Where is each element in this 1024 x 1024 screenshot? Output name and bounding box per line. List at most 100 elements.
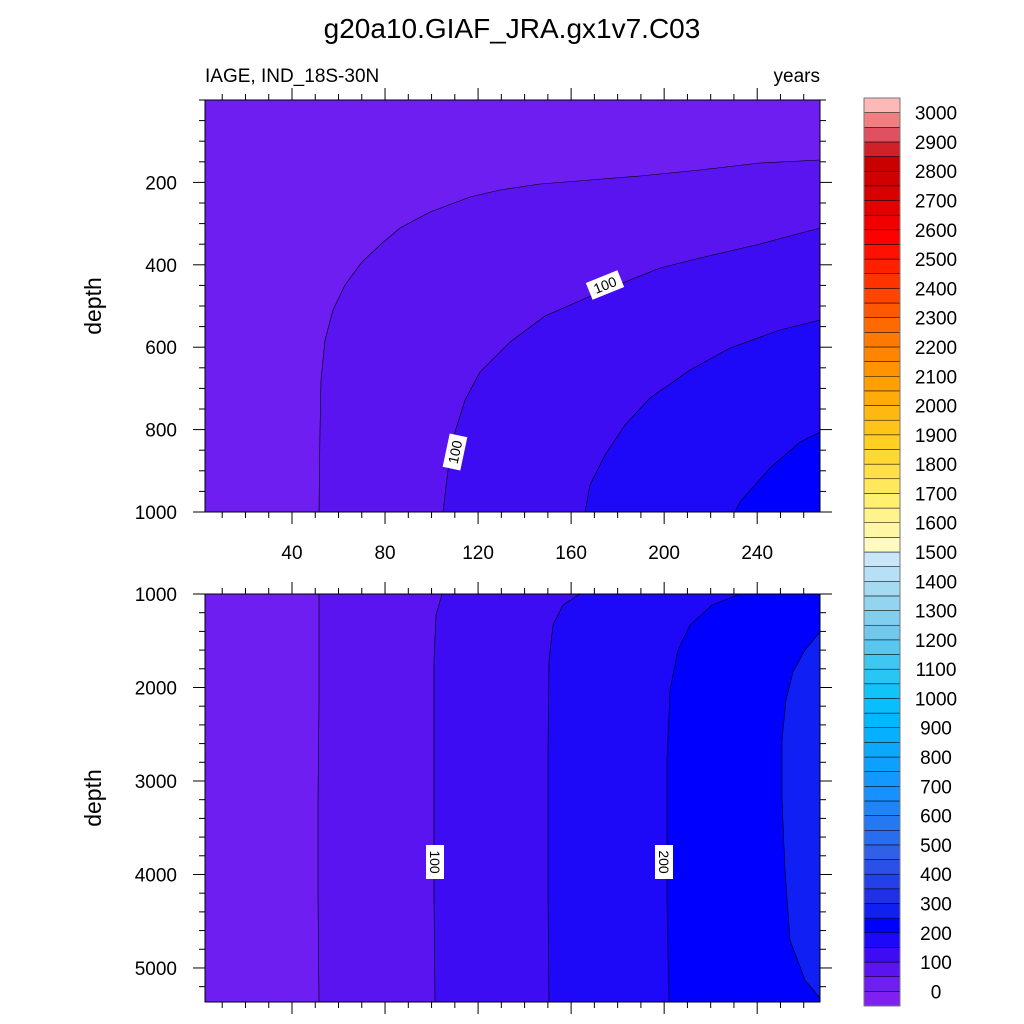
colorbar-box: [863, 141, 901, 157]
y-tick-label: 600: [145, 338, 177, 359]
contour-line-150: [584, 319, 821, 513]
colorbar-box: [863, 537, 901, 553]
colorbar-box: [863, 800, 901, 816]
colorbar-box: [863, 332, 901, 348]
colorbar-box: [863, 127, 901, 143]
y-tick-label: 1000: [135, 503, 177, 524]
colorbar-box: [863, 903, 901, 919]
colorbar-label: 1800: [915, 455, 957, 476]
colorbar-box: [863, 917, 901, 934]
colorbar-box: [863, 376, 901, 392]
colorbar-label: 3000: [915, 104, 957, 125]
colorbar-box: [863, 317, 901, 333]
upper-y-axis-label: depth: [80, 277, 106, 335]
contour-fill-region: [667, 594, 820, 1002]
colorbar-box: [863, 449, 901, 465]
colorbar-box: [863, 214, 901, 231]
colorbar-label: 1700: [915, 484, 957, 505]
y-tick-label: 200: [145, 173, 177, 194]
colorbar-box: [863, 419, 901, 436]
contour-label-text: 200: [656, 850, 672, 874]
colorbar-box: [863, 258, 901, 274]
contour-line-250: [781, 631, 821, 999]
contour-fill-region: [782, 632, 820, 998]
upper-panel: 100 100 200 400 600 800 1000 40 80 120 160 200 240: [135, 88, 832, 564]
left-string: IAGE, IND_18S-30N: [205, 66, 379, 87]
plot-frame: [204, 593, 821, 1003]
colorbar-box: [863, 786, 901, 802]
colorbar-box: [863, 97, 901, 113]
colorbar-box: [863, 346, 901, 362]
colorbar-box: [863, 390, 901, 406]
colorbar-box: [863, 976, 901, 992]
colorbar-label: 2800: [915, 162, 957, 183]
colorbar-box: [863, 991, 901, 1007]
colorbar-label: 2400: [915, 279, 957, 300]
colorbar-box: [863, 961, 901, 977]
colorbar: 0 100 200 300 400 500 600 700 800 900 1000 1100 1200…: [863, 97, 957, 1007]
colorbar-label: 1000: [915, 689, 957, 710]
x-tick-label: 40: [281, 543, 302, 564]
contour-line-label: 200: [655, 845, 673, 879]
colorbar-box: [863, 463, 901, 480]
colorbar-box: [863, 361, 901, 377]
colorbar-label: 300: [920, 894, 952, 915]
colorbar-box: [863, 859, 901, 875]
colorbar-box: [863, 771, 901, 787]
colorbar-box: [863, 844, 901, 860]
colorbar-box: [863, 947, 901, 963]
colorbar-label: 2000: [915, 397, 957, 418]
colorbar-label: 1100: [916, 660, 957, 681]
colorbar-box: [863, 683, 901, 699]
colorbar-box: [863, 742, 901, 758]
contour-label-text: 100: [427, 850, 443, 874]
colorbar-box: [863, 273, 901, 289]
contour-line-150: [547, 593, 581, 1003]
colorbar-box: [863, 888, 901, 904]
colorbar-box: [863, 639, 901, 655]
y-tick-label: 5000: [135, 959, 177, 980]
colorbar-box: [863, 288, 901, 304]
chart-title: g20a10.GIAF_JRA.gx1v7.C03: [324, 13, 701, 44]
colorbar-box: [863, 200, 901, 216]
colorbar-box: [863, 156, 901, 172]
contour-label-text: 100: [445, 439, 466, 465]
colorbar-label: 1200: [915, 631, 957, 652]
colorbar-label: 1900: [915, 426, 957, 447]
lower-y-axis-label: depth: [80, 769, 106, 827]
x-tick-label: 80: [374, 543, 395, 564]
colorbar-label: 1400: [915, 572, 957, 593]
colorbar-frame: [863, 97, 901, 1007]
y-tick-label: 4000: [135, 865, 177, 886]
colorbar-box: [863, 932, 901, 948]
contour-line-50: [318, 159, 821, 513]
right-string: years: [774, 66, 820, 87]
contour-line-label: 100: [585, 270, 625, 300]
colorbar-label: 1600: [915, 514, 957, 535]
colorbar-label: 2700: [915, 192, 957, 213]
colorbar-label: 2600: [915, 221, 957, 242]
colorbar-label: 1500: [915, 543, 957, 564]
colorbar-box: [863, 185, 901, 201]
contour-line-label: 100: [426, 845, 444, 879]
colorbar-box: [863, 434, 901, 450]
colorbar-box: [863, 229, 901, 245]
colorbar-box: [863, 566, 901, 582]
contour-line-label: 100: [442, 433, 468, 471]
colorbar-label: 100: [920, 953, 952, 974]
lower-panel: 100 200 1000 2000 3000 4000 5000: [135, 582, 832, 1014]
x-tick-label: 160: [555, 543, 587, 564]
contour-line-100: [433, 593, 443, 1003]
colorbar-box: [863, 493, 901, 509]
colorbar-label: 2500: [915, 250, 957, 271]
colorbar-box: [863, 756, 901, 772]
contour-line-200: [734, 431, 821, 513]
colorbar-label: 2200: [915, 338, 957, 359]
colorbar-box: [863, 112, 901, 128]
colorbar-box: [863, 170, 901, 187]
colorbar-label: 600: [920, 807, 952, 828]
x-tick-label: 120: [462, 543, 494, 564]
colorbar-box: [863, 712, 901, 728]
colorbar-box: [863, 668, 901, 685]
